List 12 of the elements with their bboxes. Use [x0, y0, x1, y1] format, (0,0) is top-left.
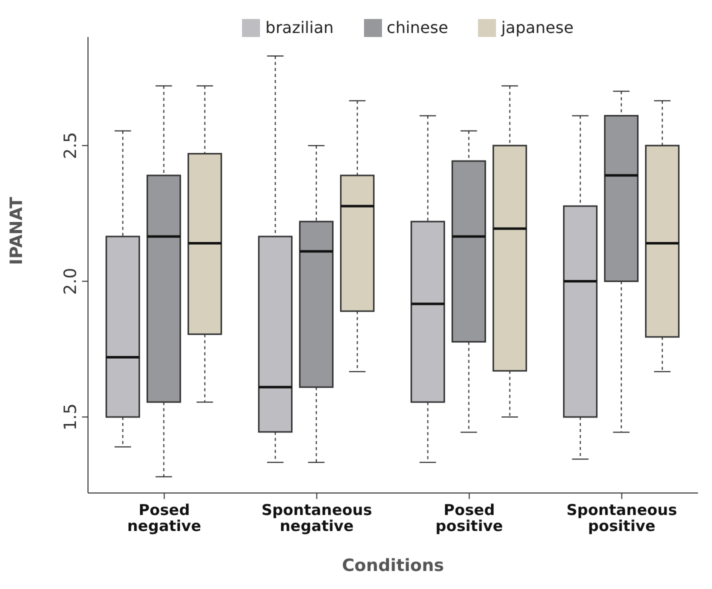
y-tick-label: 2.5 — [61, 132, 81, 160]
legend-label: chinese — [386, 18, 448, 37]
x-tick-label: Posed negative — [127, 501, 202, 535]
legend-label: brazilian — [265, 18, 334, 37]
x-tick-label: Spontaneous positive — [566, 501, 678, 535]
legend-label: japanese — [501, 18, 574, 37]
y-tick-label: 2.0 — [61, 268, 81, 295]
y-tick-label: 1.5 — [61, 403, 81, 431]
y-axis-title: IPANAT — [7, 196, 28, 265]
x-tick-label: Posed positive — [436, 501, 503, 535]
x-tick-label: Spontaneous negative — [261, 501, 372, 535]
x-axis-title: Conditions — [342, 556, 444, 576]
